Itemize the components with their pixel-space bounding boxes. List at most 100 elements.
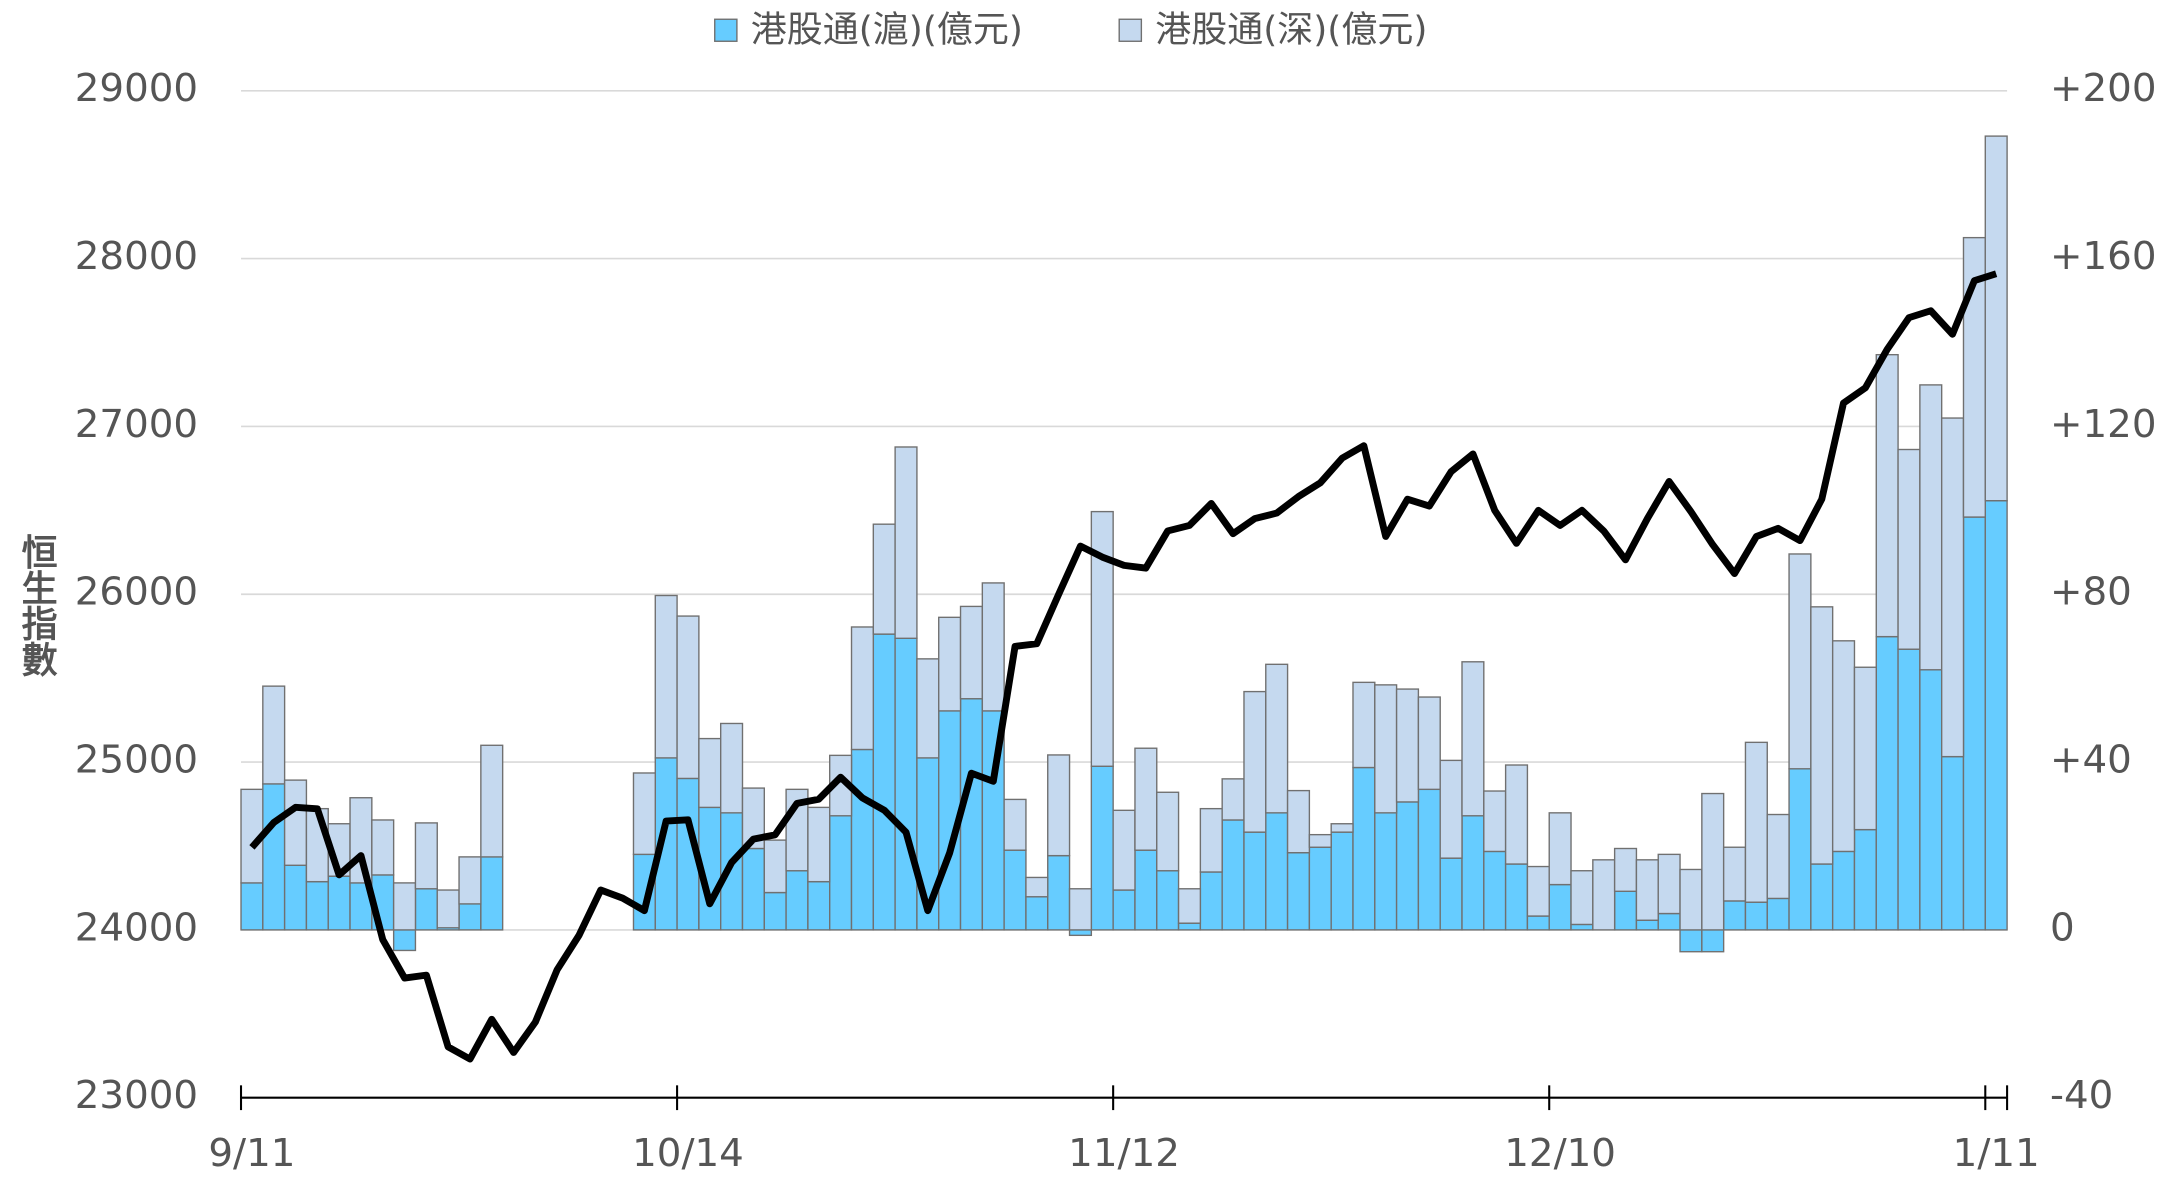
bar [1919, 669, 1943, 931]
bar [719, 722, 744, 814]
bar [1831, 850, 1856, 931]
bar [1526, 915, 1550, 931]
y-tick-label: 25000 [75, 738, 198, 783]
bar [1221, 778, 1245, 821]
bar [1984, 500, 2008, 931]
bar [654, 594, 678, 759]
bar [1025, 876, 1049, 898]
y2-tick-label: +40 [2050, 738, 2132, 783]
bar [916, 658, 940, 759]
bar [894, 637, 918, 931]
bar [676, 615, 700, 780]
bar [262, 783, 286, 931]
bar [1286, 789, 1311, 854]
bar [894, 446, 918, 639]
bar [1330, 831, 1354, 931]
bar [414, 822, 438, 890]
bar [1483, 790, 1507, 853]
bar [1417, 696, 1441, 791]
x-tick-label: 9/11 [208, 1131, 295, 1176]
bar [1112, 809, 1136, 891]
bar [1265, 812, 1289, 931]
bar [414, 888, 438, 931]
bar [1548, 812, 1572, 886]
bar [829, 815, 853, 931]
bar [1134, 747, 1158, 851]
legend-swatch [1118, 18, 1143, 42]
bar [1352, 681, 1376, 769]
bar [1810, 606, 1834, 865]
bar [1853, 666, 1877, 831]
bar [1766, 897, 1790, 931]
bar [1744, 741, 1768, 903]
bar [349, 797, 373, 884]
bar [1265, 663, 1289, 814]
bar [1897, 448, 1921, 650]
bar [1766, 813, 1790, 900]
bar [480, 856, 504, 931]
bar [283, 779, 308, 866]
bar [1483, 850, 1507, 931]
bar [1788, 768, 1812, 931]
bar [1722, 900, 1747, 931]
bar [1134, 849, 1158, 931]
bar [1156, 791, 1180, 872]
y-axis-label: 恒生指數 [16, 533, 58, 677]
bar [1613, 847, 1638, 892]
bar [458, 903, 482, 931]
x-tick-label: 1/11 [1953, 1131, 2040, 1176]
legend-swatch [714, 18, 738, 42]
bar [1243, 690, 1267, 833]
bar [741, 847, 765, 931]
line [249, 270, 1998, 1063]
bar [1221, 819, 1245, 931]
bar [1025, 896, 1049, 931]
bar [785, 870, 809, 931]
x-tick-label: 12/10 [1504, 1131, 1616, 1176]
bar [1395, 688, 1420, 803]
bar [327, 875, 351, 931]
bar [392, 929, 417, 952]
y-tick-label: 26000 [75, 570, 198, 615]
bar [1439, 759, 1463, 859]
bar [1635, 919, 1659, 931]
legend-label: 港股通(深)(億元) [1155, 10, 1427, 51]
bar [807, 880, 831, 931]
bar [1810, 863, 1834, 931]
bar [1156, 870, 1180, 931]
y-tick-label: 27000 [75, 402, 198, 447]
bar [1308, 833, 1332, 848]
bar [1919, 384, 1943, 671]
bar [1199, 807, 1223, 873]
x-tick-label: 11/12 [1068, 1131, 1180, 1176]
y-tick-label: 24000 [75, 905, 198, 950]
bar [1701, 792, 1725, 931]
bar [1112, 889, 1136, 931]
y2-tick-label: +200 [2050, 66, 2157, 111]
y2-tick-label: +120 [2050, 402, 2157, 447]
bar [1940, 417, 1965, 758]
bar [1744, 901, 1768, 931]
bar [1592, 859, 1616, 931]
bar [1679, 929, 1703, 953]
bar [1853, 828, 1877, 931]
y-tick-label: 23000 [75, 1073, 198, 1118]
bar [763, 839, 787, 894]
bar [938, 616, 962, 712]
bar [480, 744, 504, 858]
bar [1940, 755, 1965, 931]
bar [1243, 831, 1267, 931]
bar [698, 737, 722, 809]
y2-tick-label: 0 [2050, 905, 2075, 950]
bar [807, 806, 831, 883]
bar [872, 523, 896, 635]
legend-label: 港股通(滬)(億元) [751, 10, 1023, 51]
bar [632, 772, 656, 856]
bar [371, 819, 395, 876]
bar [1068, 888, 1093, 931]
bar [1701, 929, 1725, 953]
bar [1635, 859, 1659, 921]
bar [1374, 684, 1398, 814]
bar [436, 889, 460, 929]
bar [305, 880, 329, 931]
